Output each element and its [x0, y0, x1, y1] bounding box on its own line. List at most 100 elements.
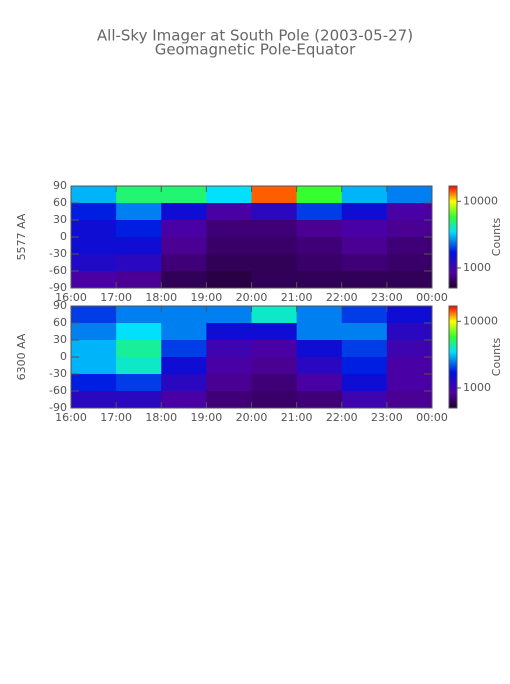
heat-cell [386, 186, 433, 204]
heat-cell [161, 340, 207, 358]
heat-cell [386, 237, 433, 255]
colorbar-label: Counts [490, 338, 503, 377]
heat-cell [251, 374, 298, 392]
y-tick-label: 30 [53, 213, 67, 226]
heat-cell [116, 237, 162, 255]
heat-cell [161, 306, 207, 324]
heat-cell [71, 254, 117, 272]
heat-cell [206, 271, 252, 289]
heat-cell [386, 323, 433, 341]
heat-cell [386, 374, 433, 392]
heat-cell [71, 220, 117, 238]
heat-cell [341, 340, 388, 358]
heat-cell [341, 357, 388, 375]
y-tick-label: -90 [49, 281, 67, 294]
x-tick-label: 17:00 [100, 411, 132, 424]
heat-cell [251, 306, 298, 324]
heat-cell [206, 237, 252, 255]
heat-cell [251, 220, 298, 238]
heat-cell [296, 203, 343, 221]
heat-cell [206, 254, 252, 272]
heat-cell [341, 186, 388, 204]
heat-cell [251, 391, 298, 409]
heat-cell [161, 203, 207, 221]
heat-cell [161, 323, 207, 341]
heat-cell [116, 254, 162, 272]
heat-cell [116, 357, 162, 375]
x-tick-label: 23:00 [371, 411, 403, 424]
heat-cell [296, 357, 343, 375]
heat-cell [206, 306, 252, 324]
x-tick-label: 20:00 [236, 411, 268, 424]
heat-cell [251, 357, 298, 375]
heat-cell [251, 237, 298, 255]
heat-cell [116, 186, 162, 204]
heat-cell [206, 374, 252, 392]
heat-cell [206, 340, 252, 358]
heat-cell [71, 237, 117, 255]
heat-cell [386, 391, 433, 409]
heat-cell [341, 237, 388, 255]
colorbar [448, 305, 458, 409]
y-tick-label: -30 [49, 247, 67, 260]
y-tick-label: -60 [49, 264, 67, 277]
heat-cell [161, 237, 207, 255]
x-tick-label: 19:00 [191, 411, 223, 424]
heat-cell [161, 271, 207, 289]
x-tick-label: 00:00 [416, 411, 448, 424]
heat-cell [386, 357, 433, 375]
x-tick-label: 23:00 [371, 291, 403, 304]
heat-cell [206, 203, 252, 221]
x-tick-label: 16:00 [55, 411, 87, 424]
heat-cell [71, 357, 117, 375]
heat-cell [341, 374, 388, 392]
heat-cell [206, 357, 252, 375]
y-tick-label: 60 [53, 316, 67, 329]
heat-cell [116, 203, 162, 221]
y-tick-label: 30 [53, 333, 67, 346]
heat-cell [296, 391, 343, 409]
heat-cell [341, 306, 388, 324]
colorbar-label: Counts [490, 218, 503, 257]
y-tick-label: -30 [49, 367, 67, 380]
colorbar [448, 185, 458, 289]
y-axis-label: 6300 AA [15, 333, 28, 380]
x-tick-label: 19:00 [191, 291, 223, 304]
heat-cell [161, 186, 207, 204]
y-tick-label: -90 [49, 401, 67, 414]
heat-cell [206, 186, 252, 204]
heat-cell [296, 323, 343, 341]
heat-cell [251, 203, 298, 221]
heat-cell [341, 254, 388, 272]
heat-cell [71, 186, 117, 204]
x-tick-label: 21:00 [281, 411, 313, 424]
heat-cell [341, 323, 388, 341]
heat-cell [386, 306, 433, 324]
heat-cell [296, 374, 343, 392]
heat-cell [296, 186, 343, 204]
heat-cell [386, 220, 433, 238]
heat-cell [206, 220, 252, 238]
chart-title: All-Sky Imager at South Pole (2003-05-27… [97, 27, 413, 45]
y-tick-label: 60 [53, 196, 67, 209]
heat-cell [116, 374, 162, 392]
x-tick-label: 20:00 [236, 291, 268, 304]
heat-cell [116, 271, 162, 289]
heat-cell [296, 254, 343, 272]
heat-cell [161, 391, 207, 409]
y-axis-label: 5577 AA [15, 213, 28, 260]
y-tick-label: -60 [49, 384, 67, 397]
heat-cell [341, 220, 388, 238]
colorbar-tick-label: 10000 [463, 194, 498, 207]
heat-cell [71, 340, 117, 358]
y-tick-label: 0 [60, 230, 67, 243]
x-tick-label: 00:00 [416, 291, 448, 304]
heat-cell [386, 254, 433, 272]
x-tick-label: 16:00 [55, 291, 87, 304]
chart-subtitle: Geomagnetic Pole-Equator [155, 41, 356, 59]
heat-cell [116, 306, 162, 324]
heat-cell [116, 323, 162, 341]
heat-cell [206, 391, 252, 409]
heat-cell [386, 203, 433, 221]
